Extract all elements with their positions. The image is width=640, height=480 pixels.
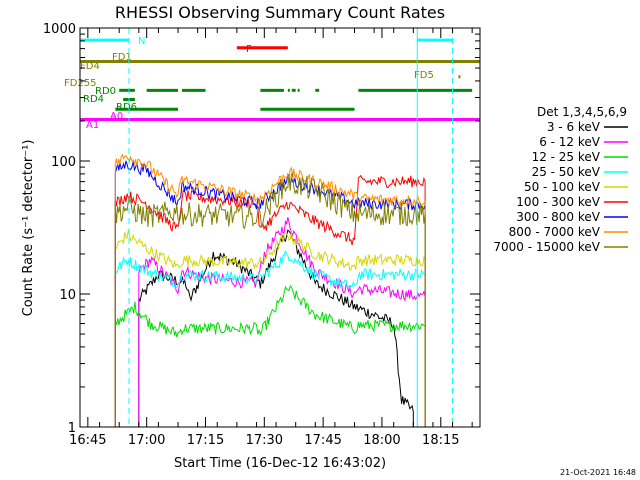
- legend-label: 800 - 7000 keV: [509, 225, 601, 239]
- flag-label-a1: A1: [86, 120, 99, 131]
- series-line-2: [114, 285, 426, 427]
- y-tick-label: 1000: [43, 22, 76, 37]
- x-axis: 16:45 17:00 17:15 17:30 17:45 18:00 18:15: [69, 28, 473, 448]
- flag-label-fd4: FD4: [80, 61, 100, 72]
- series-line-1: [138, 217, 426, 427]
- series-line-3: [114, 249, 426, 427]
- y-tick-label: 100: [51, 155, 76, 170]
- series-line-5: [114, 174, 426, 427]
- series-line-8: [114, 172, 426, 427]
- y-axis: 1 10 100 1000: [43, 22, 480, 436]
- legend-label: 7000 - 15000 keV: [493, 240, 600, 254]
- flag-label-a0: A0: [110, 111, 123, 122]
- flag-label-rd0: RD0: [95, 86, 116, 97]
- flag-label-fd1: FD1: [112, 52, 132, 63]
- y-tick-label: 1: [68, 421, 76, 436]
- series-line-4: [114, 229, 426, 427]
- x-tick-label: 17:15: [187, 433, 224, 448]
- series-line-0: [138, 229, 414, 427]
- legend-label: 3 - 6 keV: [547, 120, 601, 134]
- x-tick-label: 17:45: [304, 433, 341, 448]
- flag-label-n: N: [138, 36, 145, 47]
- plot-frame: [79, 27, 481, 428]
- x-tick-label: 17:00: [128, 433, 165, 448]
- x-tick-label: 17:30: [246, 433, 283, 448]
- x-tick-label: 18:15: [422, 433, 459, 448]
- y-axis-label: Count Rate (s⁻¹ detector⁻¹): [21, 140, 36, 317]
- flag-label-f: F: [246, 44, 252, 55]
- x-axis-label: Start Time (16-Dec-12 16:43:02): [174, 456, 386, 471]
- legend-label: 12 - 25 keV: [532, 150, 601, 164]
- x-tick-label: 16:45: [69, 433, 106, 448]
- flag-label-rd4: RD4: [83, 94, 104, 105]
- flag-label-fd5: FD5: [414, 70, 434, 81]
- legend-title: Det 1,3,4,5,6,9: [537, 105, 627, 119]
- flag-label-rd6: RD6: [116, 102, 137, 113]
- x-tick-label: 18:00: [363, 433, 400, 448]
- chart-title: RHESSI Observing Summary Count Rates: [115, 3, 445, 22]
- legend-label: 25 - 50 keV: [532, 165, 601, 179]
- legend-label: 100 - 300 keV: [516, 195, 600, 209]
- data-series: [114, 153, 426, 427]
- legend-label: 50 - 100 keV: [524, 180, 601, 194]
- legend-label: 300 - 800 keV: [516, 210, 600, 224]
- footer-date: 21-Oct-2021 16:48: [560, 468, 636, 477]
- y-tick-label: 10: [59, 288, 76, 303]
- legend-label: 6 - 12 keV: [539, 135, 601, 149]
- vertical-markers: [128, 28, 454, 427]
